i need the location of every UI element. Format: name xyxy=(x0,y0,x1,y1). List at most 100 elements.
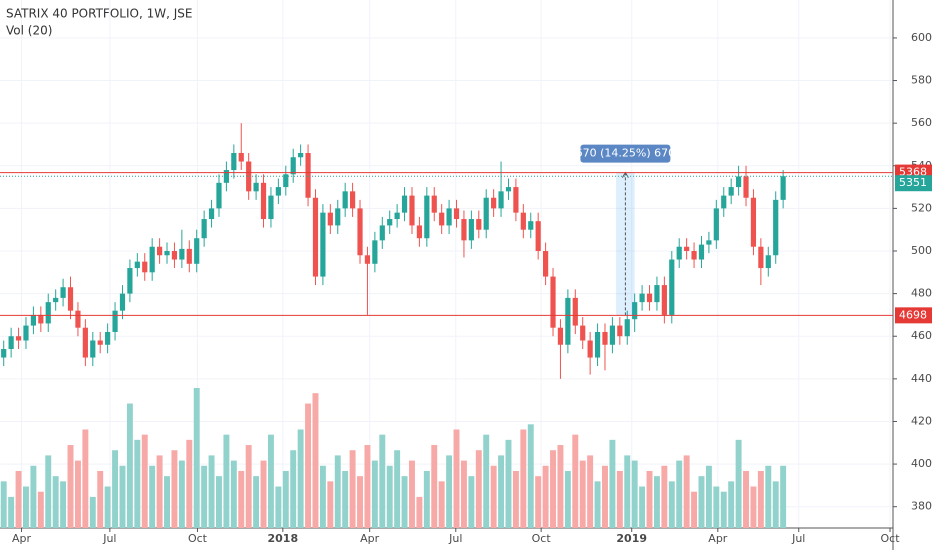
volume-bar xyxy=(468,476,475,528)
candle-body xyxy=(38,314,44,324)
volume-bar xyxy=(164,476,170,528)
x-tick-label: Jul xyxy=(791,532,805,545)
volume-bar xyxy=(149,465,156,528)
volume-bar xyxy=(104,486,111,528)
volume-bar xyxy=(297,429,304,528)
candle-body xyxy=(401,195,408,213)
candle-body xyxy=(624,319,630,337)
y-tick-label: 5800 xyxy=(911,74,932,87)
candle-body xyxy=(179,248,185,260)
candle-body xyxy=(743,176,749,198)
candle-body xyxy=(208,208,215,220)
candle-body xyxy=(713,208,719,241)
y-tick-label: 3800 xyxy=(911,500,932,513)
volume-bar xyxy=(60,481,67,528)
candle-body xyxy=(75,310,81,328)
volume-bar xyxy=(550,450,556,528)
volume-bar xyxy=(616,470,623,528)
volume-bar xyxy=(134,439,141,528)
volume-bar xyxy=(401,476,408,528)
candle-body xyxy=(327,212,333,226)
volume-bar xyxy=(319,465,326,528)
candle-body xyxy=(156,246,163,256)
volume-bar xyxy=(0,481,7,528)
volume-bar xyxy=(602,465,608,528)
volume-bar xyxy=(631,460,638,528)
volume-bar xyxy=(438,481,445,528)
measure-label: 670 (14.25%) 670 xyxy=(576,147,676,160)
candle-body xyxy=(90,340,96,358)
candle-body xyxy=(721,195,727,209)
candle-body xyxy=(357,208,363,256)
volume-bar xyxy=(512,470,519,528)
candle-body xyxy=(543,251,549,277)
candle-body xyxy=(283,174,289,188)
candle-body xyxy=(632,302,638,320)
volume-bar xyxy=(691,491,698,528)
volume-bar xyxy=(216,476,222,528)
volume-bar xyxy=(126,403,133,528)
volume-bar xyxy=(201,465,208,528)
volume-bar xyxy=(253,476,260,528)
volume-bar xyxy=(386,465,393,528)
candle-body xyxy=(773,199,779,256)
candle-body xyxy=(780,176,786,200)
volume-bar xyxy=(527,424,534,528)
x-tick-label: Oct xyxy=(188,532,208,545)
candle-body xyxy=(476,219,482,230)
candle-body xyxy=(528,221,534,230)
volume-bar xyxy=(208,455,215,528)
y-tick-label: 4800 xyxy=(911,287,932,300)
volume-bar xyxy=(520,429,527,528)
volume-bar xyxy=(594,481,601,528)
volume-bar xyxy=(312,393,319,528)
volume-bar xyxy=(453,429,460,528)
volume-bar xyxy=(230,460,237,528)
candle-body xyxy=(349,191,356,209)
volume-bar xyxy=(342,470,349,528)
volume-bar xyxy=(728,481,735,528)
candle-body xyxy=(30,314,37,326)
volume-bar xyxy=(639,486,646,528)
volume-bar xyxy=(483,434,490,528)
candle-body xyxy=(684,246,690,252)
candle-body xyxy=(216,182,222,209)
volume-bar xyxy=(557,445,564,528)
volume-bar xyxy=(178,460,185,528)
candle-body xyxy=(639,293,645,303)
volume-bar xyxy=(750,486,757,528)
candle-body xyxy=(186,248,192,264)
candle-body xyxy=(691,251,697,260)
candle-body xyxy=(112,310,118,332)
candle-body xyxy=(290,157,296,175)
volume-bar xyxy=(37,491,44,528)
candle-body xyxy=(223,170,230,183)
volume-bar xyxy=(646,470,653,528)
x-tick-label: 2018 xyxy=(268,532,299,545)
level-label: 4698 xyxy=(899,308,927,321)
candle-body xyxy=(446,208,452,226)
candle-body xyxy=(67,287,74,311)
volume-bar xyxy=(349,450,356,528)
candle-body xyxy=(342,191,348,209)
candle-body xyxy=(15,336,22,341)
volume-bar xyxy=(282,470,289,528)
candle-body xyxy=(557,327,564,345)
y-tick-label: 6000 xyxy=(911,31,932,44)
last-price-box xyxy=(895,175,932,192)
x-tick-label: Apr xyxy=(360,532,380,545)
volume-bar xyxy=(74,460,81,528)
volume-bar xyxy=(193,388,200,528)
candle-body xyxy=(298,152,304,158)
candle-body xyxy=(461,219,467,241)
candle-body xyxy=(8,336,14,350)
candle-body xyxy=(736,176,742,188)
candle-body xyxy=(439,212,445,226)
candle-body xyxy=(164,251,170,256)
y-tick-label: 4600 xyxy=(911,329,932,342)
volume-bar xyxy=(245,445,252,528)
candle-body xyxy=(669,259,675,315)
candle-body xyxy=(97,340,103,345)
candle-body xyxy=(275,187,281,196)
volume-bar xyxy=(364,445,371,528)
